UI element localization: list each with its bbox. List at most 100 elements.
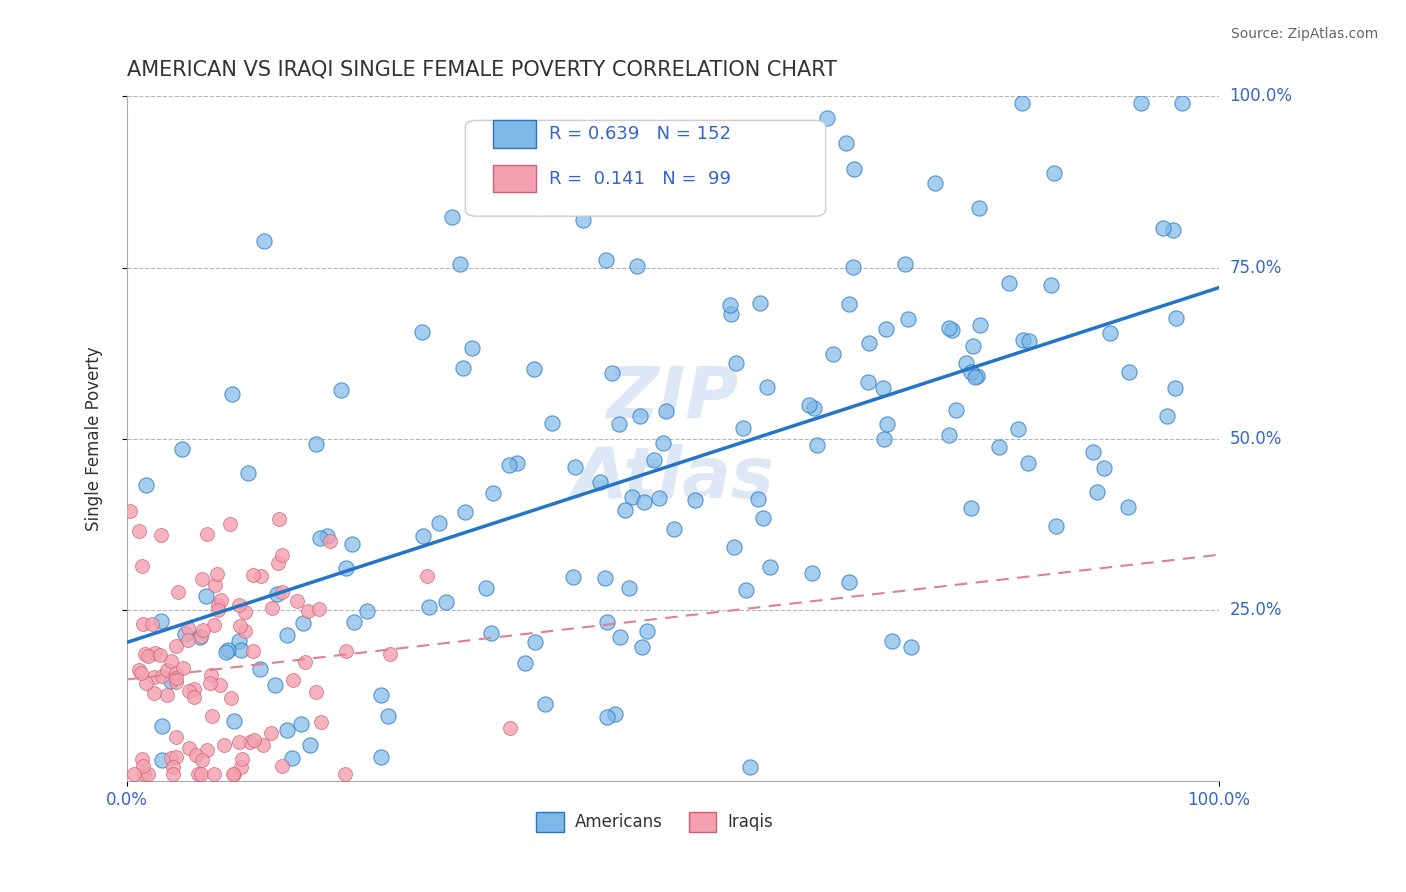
Point (882, 634, 904, 648)
Point (233, 605, 256, 619)
Point (461, 341, 484, 355)
Point (136, 648, 159, 663)
Point (411, 326, 433, 340)
Point (136, 767, 159, 781)
Point (135, 478, 157, 492)
Point (941, 323, 963, 337)
Point (747, 491, 769, 506)
Point (844, 162, 866, 177)
Point (120, 504, 142, 518)
Point (229, 760, 252, 774)
Point (179, 683, 201, 698)
Point (643, 453, 665, 467)
Point (856, 375, 879, 389)
Point (165, 731, 187, 745)
Point (718, 297, 741, 311)
Point (297, 603, 319, 617)
Point (418, 599, 440, 614)
Point (249, 569, 271, 583)
Point (412, 529, 434, 543)
Point (270, 759, 292, 773)
Point (212, 738, 235, 752)
Point (179, 740, 201, 755)
Point (264, 678, 287, 692)
Point (561, 570, 583, 584)
Point (162, 760, 184, 774)
Point (229, 643, 252, 657)
Point (1098, 326, 1121, 340)
Point (872, 381, 894, 395)
Point (938, 428, 960, 442)
Text: 100.0%: 100.0% (1230, 87, 1292, 105)
Point (617, 581, 640, 595)
Point (626, 259, 648, 273)
Point (506, 456, 529, 470)
Point (759, 559, 782, 574)
Point (1092, 461, 1115, 475)
Point (242, 643, 264, 657)
Point (752, 511, 775, 525)
Point (534, 697, 557, 711)
Point (662, 522, 685, 536)
Point (131, 752, 153, 766)
Point (202, 618, 225, 632)
Text: Iraqis: Iraqis (727, 813, 773, 831)
Point (269, 511, 291, 525)
Point (738, 759, 761, 773)
Point (209, 593, 232, 607)
Point (628, 409, 651, 424)
Point (271, 584, 294, 599)
Point (1011, 96, 1033, 111)
Point (316, 529, 339, 543)
Point (143, 670, 166, 684)
Point (267, 556, 290, 570)
Point (823, 346, 845, 360)
Point (1007, 422, 1029, 436)
Point (571, 213, 593, 227)
Point (969, 318, 991, 332)
Point (523, 362, 546, 376)
Point (835, 136, 858, 150)
Point (165, 750, 187, 764)
Point (204, 578, 226, 592)
Point (479, 626, 502, 640)
Point (253, 234, 276, 248)
Point (134, 647, 156, 661)
Point (945, 402, 967, 417)
Point (1164, 381, 1187, 395)
Point (160, 751, 183, 765)
FancyBboxPatch shape (492, 165, 536, 193)
Point (655, 404, 678, 418)
Point (145, 646, 167, 660)
Point (190, 767, 212, 781)
Point (370, 749, 392, 764)
Point (593, 571, 616, 585)
Text: R =  0.141   N =  99: R = 0.141 N = 99 (550, 169, 731, 187)
Point (1130, 96, 1153, 111)
Point (631, 640, 654, 654)
Point (720, 306, 742, 320)
Point (190, 629, 212, 643)
Point (955, 356, 977, 370)
Point (195, 589, 218, 603)
Point (900, 640, 922, 654)
Point (260, 725, 283, 739)
Text: Source: ZipAtlas.com: Source: ZipAtlas.com (1230, 27, 1378, 41)
Point (1018, 334, 1040, 348)
Point (219, 516, 242, 531)
Point (449, 257, 471, 271)
Text: 25.0%: 25.0% (1230, 601, 1282, 619)
Point (960, 365, 983, 379)
Point (377, 709, 399, 723)
Point (966, 368, 988, 383)
Point (319, 534, 342, 549)
Point (228, 633, 250, 648)
Point (335, 644, 357, 658)
Point (150, 527, 173, 541)
Point (609, 630, 631, 644)
Point (309, 531, 332, 545)
Point (159, 673, 181, 688)
Point (305, 684, 328, 698)
Point (281, 751, 304, 765)
Point (897, 312, 920, 326)
